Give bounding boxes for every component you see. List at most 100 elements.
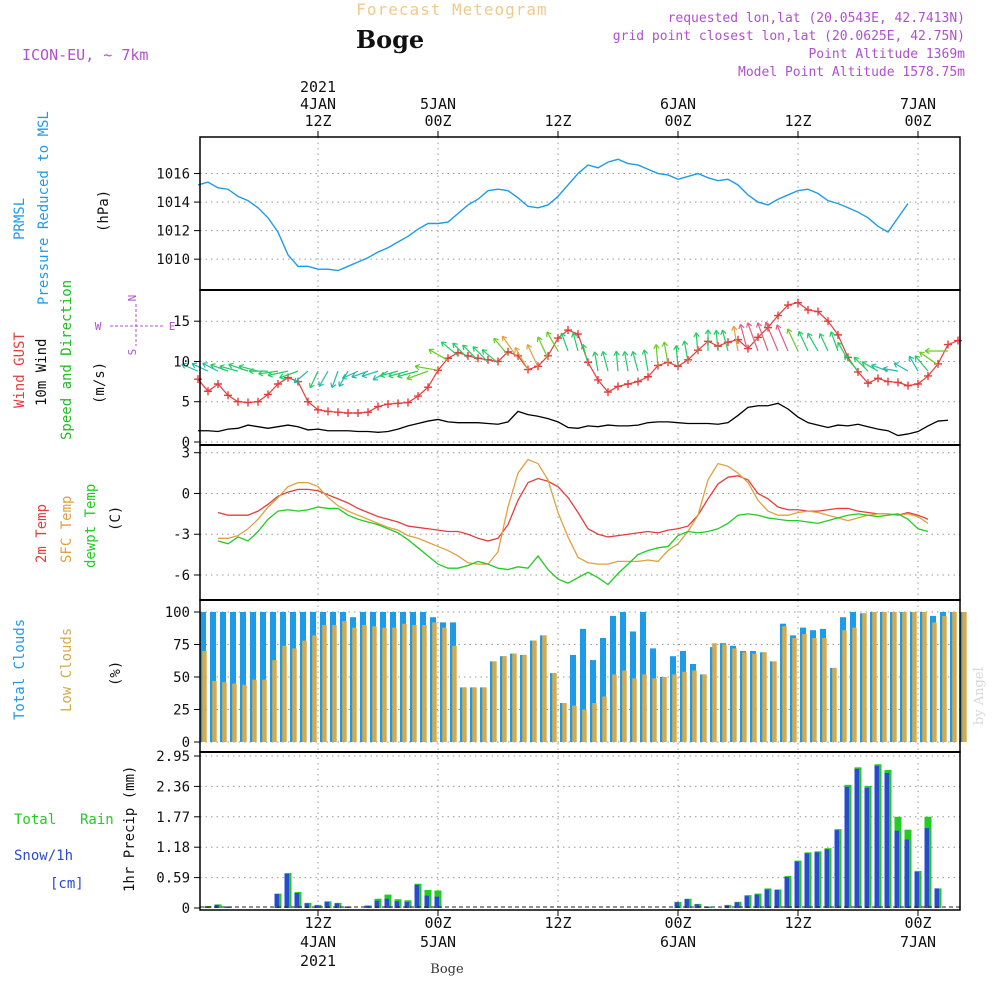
wind-arrow-head bbox=[641, 349, 649, 355]
gust-marker bbox=[864, 379, 872, 388]
wind-dir-label: Speed and Direction bbox=[59, 280, 75, 440]
y-tick-label: 0 bbox=[182, 435, 190, 451]
gust-marker bbox=[414, 392, 422, 401]
snow-bar bbox=[924, 828, 929, 908]
snow-bar bbox=[324, 901, 329, 908]
wind-arrow-head bbox=[428, 348, 434, 355]
low-cloud-bar bbox=[302, 640, 307, 742]
compass-east: E bbox=[169, 320, 176, 333]
low-cloud-bar bbox=[262, 679, 267, 742]
wind-arrow bbox=[615, 351, 619, 372]
low-cloud-bar bbox=[562, 703, 567, 742]
wind-arrow bbox=[798, 331, 809, 352]
low-cloud-bar bbox=[812, 638, 817, 742]
snow-bar bbox=[374, 900, 379, 908]
low-cloud-bar bbox=[472, 687, 477, 742]
wind-arrow bbox=[514, 347, 529, 370]
total-cloud-bar bbox=[250, 612, 256, 742]
wind-arrow bbox=[351, 370, 369, 378]
wind-arrow-head bbox=[681, 340, 689, 346]
precip-snow-label: Snow/1h bbox=[14, 848, 73, 864]
wind-arrow bbox=[380, 370, 399, 377]
gust-marker bbox=[254, 397, 262, 406]
wind-arrow bbox=[861, 361, 879, 372]
wind-arrow bbox=[546, 331, 559, 352]
wind-arrow-head bbox=[829, 331, 836, 337]
wind-arrow-head bbox=[786, 328, 793, 334]
snow-bar bbox=[914, 871, 919, 908]
wind-arrow bbox=[560, 332, 569, 352]
gust-marker bbox=[944, 340, 952, 349]
snow-bar bbox=[834, 830, 839, 908]
wind-arrow bbox=[747, 322, 759, 352]
top-time-label: 00Z bbox=[664, 112, 691, 130]
low-cloud-bar bbox=[922, 612, 927, 742]
low-cloud-bar bbox=[542, 635, 547, 742]
wind-arrow-head bbox=[514, 346, 520, 353]
gust-marker bbox=[304, 397, 312, 406]
low-cloud-bar bbox=[692, 670, 697, 742]
total-cloud-bar bbox=[240, 612, 246, 742]
wind-arrow-head bbox=[318, 381, 324, 387]
low-cloud-bar bbox=[512, 653, 517, 742]
wind-arrow bbox=[819, 333, 829, 352]
wind-arrow bbox=[757, 322, 769, 352]
low-cloud-bar bbox=[912, 612, 917, 742]
snow-bar bbox=[314, 905, 319, 908]
wind-arrow bbox=[202, 362, 219, 372]
low-cloud-bar bbox=[322, 625, 327, 742]
wind-arrow-head bbox=[202, 362, 208, 368]
low-cloud-bar bbox=[482, 687, 487, 742]
gust-marker bbox=[554, 334, 562, 343]
y-tick-label: 0.59 bbox=[156, 871, 190, 887]
wind-arrow-head bbox=[481, 349, 488, 355]
wind-arrow bbox=[594, 351, 599, 372]
total-cloud-bar bbox=[210, 612, 216, 742]
wind10m-label: 10m Wind bbox=[34, 339, 50, 406]
low-cloud-bar bbox=[452, 645, 457, 742]
gust-marker bbox=[924, 371, 932, 380]
gust-marker bbox=[754, 333, 762, 342]
y-tick-label: 0 bbox=[182, 486, 190, 502]
snow-bar bbox=[824, 849, 829, 908]
gust-marker bbox=[244, 398, 252, 407]
y-tick-label: 10 bbox=[173, 354, 190, 370]
snow-bar bbox=[674, 902, 679, 908]
gust-marker bbox=[644, 372, 652, 381]
wind-arrow-head bbox=[191, 362, 198, 369]
snow-bar bbox=[744, 896, 749, 908]
top-time-label: 2021 bbox=[300, 78, 336, 96]
precip-total-label: Total bbox=[14, 812, 56, 828]
gust-marker bbox=[884, 377, 892, 386]
snow-bar bbox=[274, 894, 279, 908]
low-cloud-bar bbox=[762, 652, 767, 742]
y-tick-label: 3 bbox=[182, 446, 190, 462]
y-tick-label: 1.18 bbox=[156, 840, 190, 856]
compass-rose: N S W E bbox=[95, 295, 176, 356]
wind-arrow-head bbox=[472, 346, 479, 352]
panel-frame bbox=[199, 289, 961, 446]
wind-arrow bbox=[776, 324, 789, 352]
snow-bar bbox=[434, 896, 439, 908]
wind-arrow-head bbox=[372, 375, 379, 381]
wind-arrow bbox=[452, 342, 469, 359]
snow-bar bbox=[304, 903, 309, 908]
wind-arrow bbox=[279, 370, 299, 379]
wind-arrow bbox=[830, 331, 839, 352]
low-cloud-bar bbox=[652, 678, 657, 742]
clouds-unit: (%) bbox=[108, 661, 124, 686]
y-tick-label: -3 bbox=[173, 527, 190, 543]
wind10m-line bbox=[198, 402, 949, 437]
gust-label: Wind GUST bbox=[12, 332, 28, 408]
y-tick-label: 100 bbox=[165, 605, 190, 621]
y-tick-label: 50 bbox=[173, 670, 190, 686]
wind-arrow-head bbox=[818, 333, 825, 339]
wind-arrow bbox=[733, 326, 739, 352]
low-cloud-bar bbox=[422, 625, 427, 742]
wind-arrow-head bbox=[882, 366, 888, 373]
y-tick-label: 0 bbox=[182, 901, 190, 917]
wind-arrow bbox=[481, 349, 499, 364]
wind-arrow bbox=[181, 363, 199, 372]
low-cloud-bar bbox=[942, 615, 947, 742]
